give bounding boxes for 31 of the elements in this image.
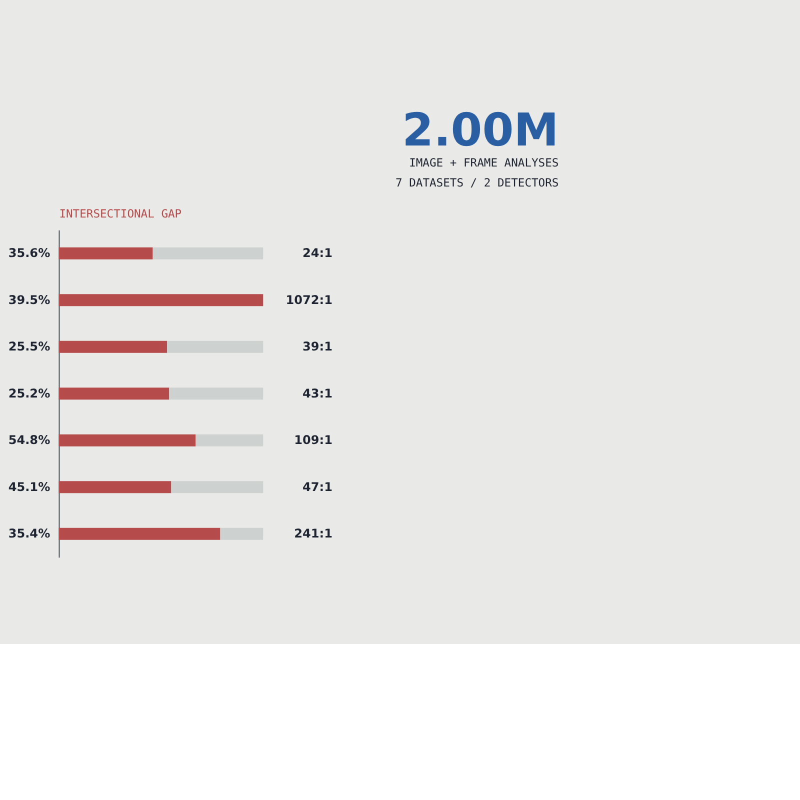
y-tick-label: 39.5% <box>8 292 50 307</box>
bar <box>58 528 220 540</box>
bar <box>58 481 172 494</box>
text: 39:1 <box>302 340 333 354</box>
y-tick-label: 45.1% <box>8 480 50 494</box>
bar <box>58 388 170 400</box>
text: 2.00M <box>402 104 559 157</box>
text: 241:1 <box>294 526 333 541</box>
y-tick-label: 35.4% <box>8 526 50 541</box>
bar <box>220 528 264 540</box>
bar <box>169 388 264 400</box>
bar <box>152 247 264 260</box>
text: 24:1 <box>302 246 333 260</box>
bar <box>58 434 196 446</box>
text: 7 DATASETS / 2 DETECTORS <box>395 176 559 190</box>
bar <box>171 481 264 494</box>
text: 109:1 <box>294 433 333 448</box>
y-tick-label: 35.6% <box>8 246 50 260</box>
y-tick-label: 54.8% <box>8 433 50 448</box>
text: 47:1 <box>302 480 333 494</box>
y-tick-label: 25.5% <box>8 340 50 354</box>
text: 43:1 <box>302 386 333 400</box>
text: 1072:1 <box>286 292 333 307</box>
bar <box>196 434 264 446</box>
bar <box>167 340 264 353</box>
bar <box>58 340 168 353</box>
bar <box>58 247 153 260</box>
x-axis-title: INTERSECTIONAL GAP <box>59 208 182 221</box>
text: IMAGE + FRAME ANALYSES <box>409 156 559 170</box>
y-tick-label: 25.2% <box>8 386 50 400</box>
bar <box>58 294 264 306</box>
